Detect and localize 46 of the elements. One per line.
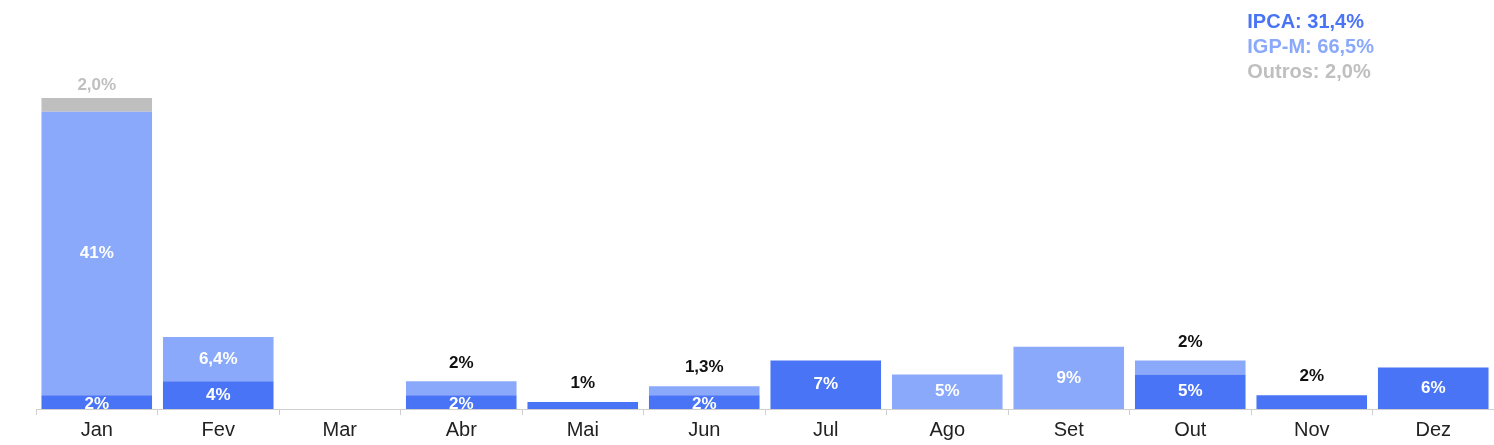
data-label: 2%	[1177, 331, 1203, 351]
bar	[162, 337, 274, 382]
data-label: 2%	[448, 393, 474, 413]
data-label: 9%	[1056, 367, 1082, 387]
bar	[648, 386, 760, 396]
bar	[405, 381, 517, 396]
bar	[891, 374, 1003, 409]
text: IPCA: 31,4%	[1247, 9, 1365, 32]
data-label: 6%	[1420, 377, 1446, 397]
data-label: 2%	[448, 352, 474, 372]
data-label: 2%	[691, 393, 717, 413]
data-label: 41%	[79, 243, 114, 263]
data-label: 6,4%	[198, 348, 238, 368]
bar	[1134, 360, 1246, 375]
data-label: 2%	[84, 393, 110, 413]
x-tick-label: Jan	[80, 417, 113, 440]
x-tick-label: Jul	[812, 417, 839, 440]
x-tick-label: Abr	[445, 417, 478, 440]
data-label: 1,3%	[684, 357, 724, 377]
data-label: 7%	[813, 374, 839, 394]
text: IGP-M: 66,5%	[1247, 34, 1375, 57]
x-tick-label: Set	[1053, 417, 1085, 440]
bar	[162, 381, 274, 409]
data-label: 1%	[570, 373, 596, 393]
bar	[527, 402, 639, 409]
x-tick-label: Out	[1174, 417, 1207, 440]
data-label: 5%	[934, 381, 960, 401]
x-tick-label: Ago	[929, 417, 966, 440]
data-label: 2,0%	[77, 75, 117, 95]
bar	[1256, 395, 1368, 409]
x-tick-label: Dez	[1415, 417, 1452, 440]
bar	[1134, 374, 1246, 409]
x-tick-label: Jun	[688, 417, 721, 440]
bar	[770, 360, 882, 409]
text: Outros: 2,0%	[1247, 59, 1371, 82]
x-tick-label: Nov	[1293, 417, 1330, 440]
bar	[1013, 346, 1125, 409]
bar	[1377, 367, 1489, 409]
data-label: 5%	[1177, 381, 1203, 401]
x-tick-label: Mai	[566, 417, 599, 440]
x-tick-label: Mar	[322, 417, 358, 440]
x-tick-label: Fev	[201, 417, 235, 440]
data-label: 2%	[1299, 366, 1325, 386]
bar	[41, 98, 153, 112]
bar	[41, 111, 153, 396]
data-label: 4%	[205, 384, 231, 404]
